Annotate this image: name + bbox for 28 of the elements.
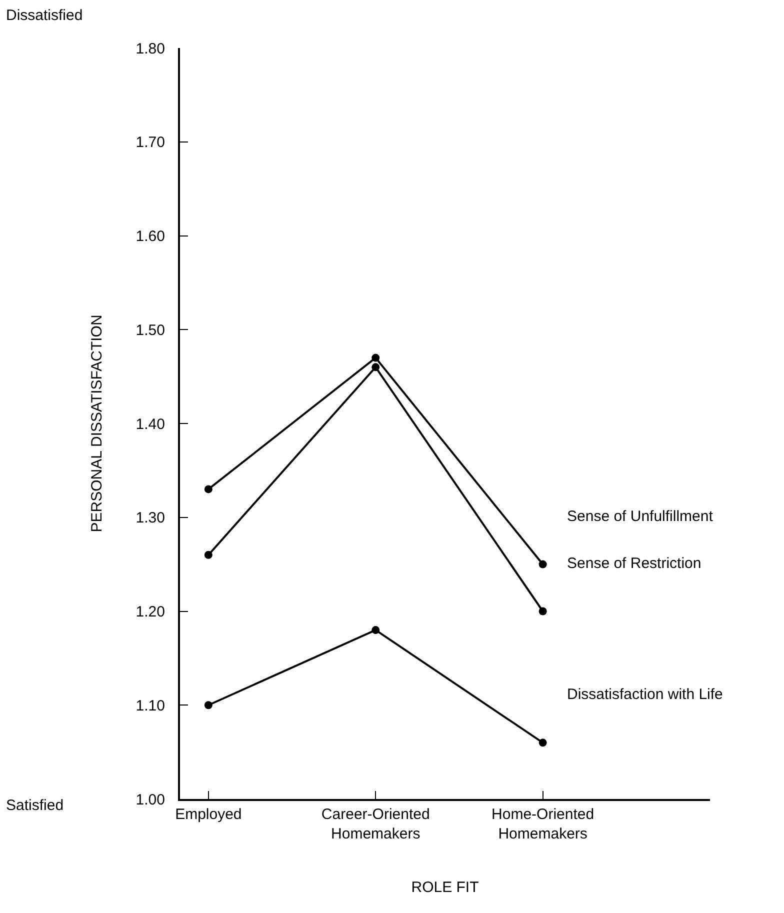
text: Dissatisfied bbox=[6, 7, 83, 24]
y-tick-label: 1.30 bbox=[136, 510, 165, 527]
x-axis-title: ROLE FIT bbox=[411, 879, 479, 896]
text: Sense of Unfulfillment bbox=[567, 508, 714, 525]
y-tick-label: 1.00 bbox=[136, 791, 165, 808]
x-tick-label: Home-Oriented Homemakers bbox=[492, 806, 594, 842]
y-tick-label: 1.80 bbox=[136, 40, 165, 58]
y-tick-label: 1.20 bbox=[136, 604, 165, 620]
y-tick-label: 1.70 bbox=[136, 134, 165, 152]
y-tick-label: 1.40 bbox=[136, 416, 165, 433]
x-tick-label: Employed bbox=[175, 806, 242, 823]
y-tick-label: 1.50 bbox=[136, 322, 165, 339]
point bbox=[538, 607, 547, 616]
point bbox=[372, 626, 380, 634]
point bbox=[204, 485, 212, 494]
point bbox=[538, 738, 547, 747]
point bbox=[372, 363, 380, 372]
point bbox=[204, 550, 212, 559]
point bbox=[538, 560, 547, 568]
y-axis-title: PERSONAL DISSATISFACTION bbox=[88, 314, 106, 532]
x-tick-label: Career-Oriented Homemakers bbox=[321, 806, 430, 842]
text: Dissatisfaction with Life bbox=[567, 686, 723, 703]
y-tick-label: 1.10 bbox=[136, 697, 165, 714]
text: Satisfied bbox=[6, 797, 64, 814]
point bbox=[204, 701, 212, 710]
text: Sense of Restriction bbox=[567, 555, 702, 572]
point bbox=[372, 354, 380, 362]
y-tick-label: 1.60 bbox=[136, 228, 165, 245]
